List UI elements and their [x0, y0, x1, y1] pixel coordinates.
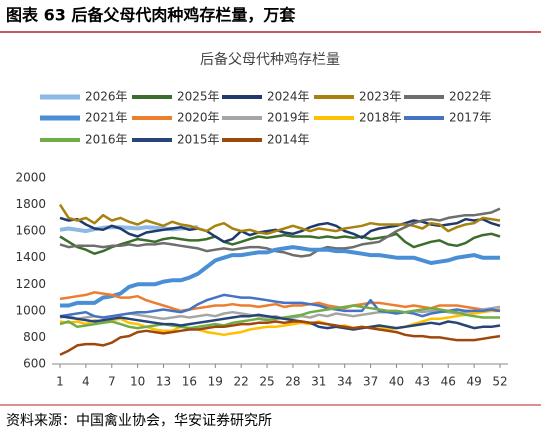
x-tick-label: 40	[389, 375, 404, 389]
legend-label: 2017年	[449, 111, 492, 125]
legend-label: 2016年	[85, 133, 128, 147]
x-tick-label: 49	[466, 375, 481, 389]
series-line	[58, 203, 501, 236]
legend-label: 2026年	[85, 90, 128, 104]
series-line	[59, 291, 500, 313]
x-tick-label: 13	[156, 375, 171, 389]
source: 资料来源：中国禽业协会，华安证券研究所	[6, 412, 272, 429]
y-tick-label: 2000	[15, 171, 46, 185]
series-line	[59, 308, 501, 337]
x-tick-label: 25	[259, 375, 274, 389]
chart-title: 后备父母代种鸡存栏量	[200, 51, 340, 68]
legend-label: 2022年	[449, 90, 492, 104]
y-tick-label: 1000	[15, 303, 46, 317]
series-line	[60, 245, 500, 308]
x-tick-label: 7	[108, 375, 116, 389]
x-tick-label: 10	[130, 375, 145, 389]
x-tick-label: 43	[415, 375, 430, 389]
x-tick-label: 4	[82, 375, 90, 389]
y-tick-label: 1400	[15, 250, 46, 264]
series-line	[59, 207, 501, 258]
series-line	[59, 216, 501, 244]
x-tick-label: 52	[492, 375, 507, 389]
y-tick-label: 1800	[15, 197, 46, 211]
legend-label: 2014年	[267, 133, 310, 147]
legend-label: 2023年	[359, 90, 402, 104]
legend-label: 2024年	[267, 90, 310, 104]
legend-label: 2015年	[177, 133, 220, 147]
legend-label: 2021年	[85, 111, 128, 125]
y-tick-label: 1200	[15, 277, 46, 291]
x-tick-label: 19	[208, 375, 223, 389]
legend-label: 2019年	[267, 111, 310, 125]
x-tick-label: 31	[311, 375, 326, 389]
x-tick-label: 46	[441, 375, 456, 389]
x-tick-label: 28	[285, 375, 300, 389]
series-line	[59, 232, 501, 255]
legend-label: 2020年	[177, 111, 220, 125]
x-tick-label: 22	[234, 375, 249, 389]
x-tick-label: 34	[337, 375, 352, 389]
legend-label: 2018年	[359, 111, 402, 125]
x-tick-label: 1	[56, 375, 64, 389]
series-line	[59, 320, 501, 356]
y-tick-label: 600	[23, 357, 46, 371]
x-tick-label: 37	[363, 375, 378, 389]
x-tick-label: 16	[182, 375, 197, 389]
series-line	[59, 293, 501, 319]
y-tick-label: 1600	[15, 224, 46, 238]
y-tick-label: 800	[23, 330, 46, 344]
legend-label: 2025年	[177, 90, 220, 104]
figure-heading: 图表 63 后备父母代肉种鸡存栏量，万套	[6, 6, 296, 25]
series-line	[59, 313, 501, 331]
